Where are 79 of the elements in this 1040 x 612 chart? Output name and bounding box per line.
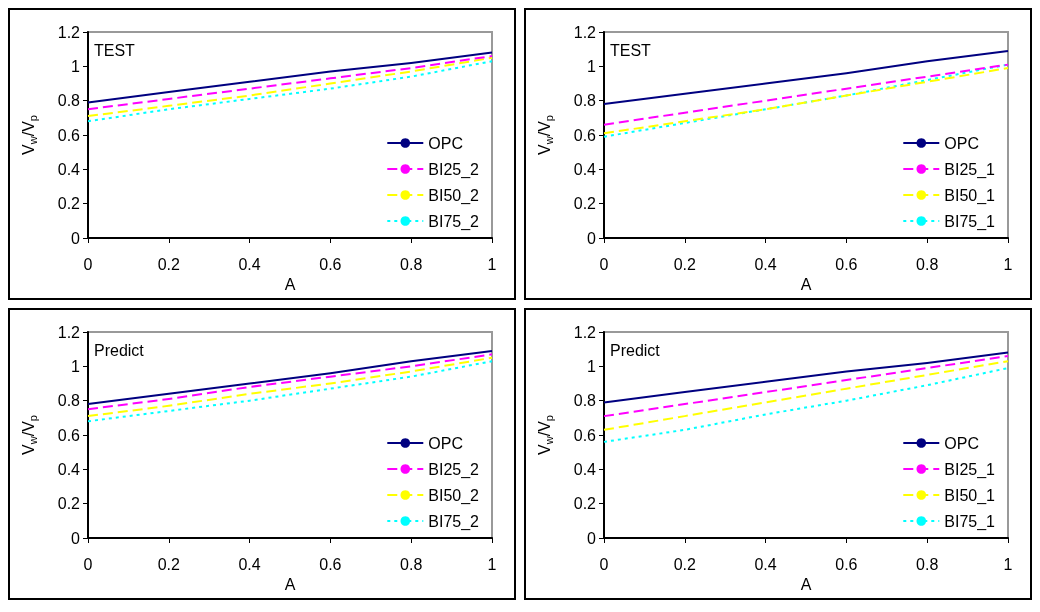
y-tick-label: 0 — [71, 229, 81, 247]
x-tick-label: 0.8 — [916, 255, 939, 273]
x-tick-label: 0.2 — [157, 255, 181, 273]
x-tick-label: 0 — [83, 255, 93, 273]
y-tick-label: 0.2 — [57, 495, 81, 513]
legend-label: BI50_1 — [944, 186, 996, 205]
y-tick-label: 1.2 — [57, 323, 81, 341]
x-tick-label: 0.4 — [754, 255, 777, 273]
x-tick-label: 1 — [487, 255, 497, 273]
x-tick-label: 0.6 — [835, 555, 858, 573]
legend-label: OPC — [944, 434, 979, 452]
y-tick-label: 0.2 — [57, 195, 81, 213]
x-tick-label: 0.2 — [157, 555, 181, 573]
y-tick-label: 0.6 — [57, 426, 81, 444]
y-tick-label: 0 — [587, 229, 597, 247]
x-tick-label: 0.4 — [238, 555, 261, 573]
y-tick-label: 0.4 — [573, 460, 597, 478]
y-tick-label: 0 — [587, 529, 597, 547]
x-axis-title: A — [284, 276, 296, 294]
line-series — [603, 63, 1009, 126]
y-tick-label: 1.2 — [573, 23, 597, 41]
legend-label: OPC — [428, 434, 463, 452]
x-tick-label: 0.8 — [400, 255, 423, 273]
legend-label: BI75_2 — [428, 512, 480, 531]
x-tick-label: 0 — [599, 255, 609, 273]
legend-label: BI75_1 — [944, 212, 996, 231]
x-tick-label: 0 — [83, 555, 93, 573]
x-tick-label: 0.4 — [754, 555, 777, 573]
y-tick-label: 1 — [587, 57, 597, 75]
annotation: Predict — [94, 341, 145, 359]
y-tick-label: 1 — [71, 357, 81, 375]
annotation: TEST — [610, 41, 652, 59]
legend-label: BI75_2 — [428, 212, 480, 231]
x-tick-label: 0.2 — [673, 255, 697, 273]
x-tick-label: 1 — [1003, 255, 1013, 273]
legend-label: BI50_2 — [428, 186, 480, 205]
legend-label: BI25_1 — [944, 160, 996, 179]
x-tick-label: 1 — [487, 555, 497, 573]
annotation: TEST — [94, 41, 136, 59]
legend-label: BI25_2 — [428, 460, 480, 479]
annotation: Predict — [610, 341, 661, 359]
legend-label: BI25_2 — [428, 160, 480, 179]
x-tick-label: 1 — [1003, 555, 1013, 573]
legend-label: OPC — [428, 134, 463, 152]
legend-label: BI50_1 — [944, 486, 996, 505]
y-tick-label: 0.6 — [573, 126, 597, 144]
y-tick-label: 0.8 — [573, 92, 597, 110]
legend-label: BI50_2 — [428, 486, 480, 505]
y-tick-label: 0.4 — [57, 460, 81, 478]
x-tick-label: 0.8 — [916, 555, 939, 573]
y-tick-label: 0 — [71, 529, 81, 547]
x-tick-label: 0.4 — [238, 255, 261, 273]
legend-label: OPC — [944, 134, 979, 152]
y-tick-label: 1 — [71, 57, 81, 75]
y-tick-label: 0.2 — [573, 195, 597, 213]
x-axis-title: A — [800, 576, 812, 594]
x-axis-title: A — [800, 276, 812, 294]
y-tick-label: 0.8 — [57, 92, 81, 110]
y-tick-label: 0.8 — [57, 392, 81, 410]
y-tick-label: 0.2 — [573, 495, 597, 513]
line-series — [603, 360, 1009, 431]
x-tick-label: 0.6 — [319, 555, 342, 573]
x-tick-label: 0.8 — [400, 555, 423, 573]
y-tick-label: 0.4 — [57, 160, 81, 178]
x-tick-label: 0 — [599, 555, 609, 573]
legend-label: BI25_1 — [944, 460, 996, 479]
y-tick-label: 0.8 — [573, 392, 597, 410]
legend-label: BI75_1 — [944, 512, 996, 531]
y-tick-label: 1.2 — [573, 323, 597, 341]
line-series — [603, 355, 1009, 418]
y-tick-label: 1.2 — [57, 23, 81, 41]
x-axis-title: A — [284, 576, 296, 594]
y-tick-label: 1 — [587, 357, 597, 375]
x-tick-label: 0.2 — [673, 555, 697, 573]
x-tick-label: 0.6 — [835, 255, 858, 273]
y-tick-label: 0.6 — [573, 426, 597, 444]
y-tick-label: 0.6 — [57, 126, 81, 144]
x-tick-label: 0.6 — [319, 255, 342, 273]
y-tick-label: 0.4 — [573, 160, 597, 178]
